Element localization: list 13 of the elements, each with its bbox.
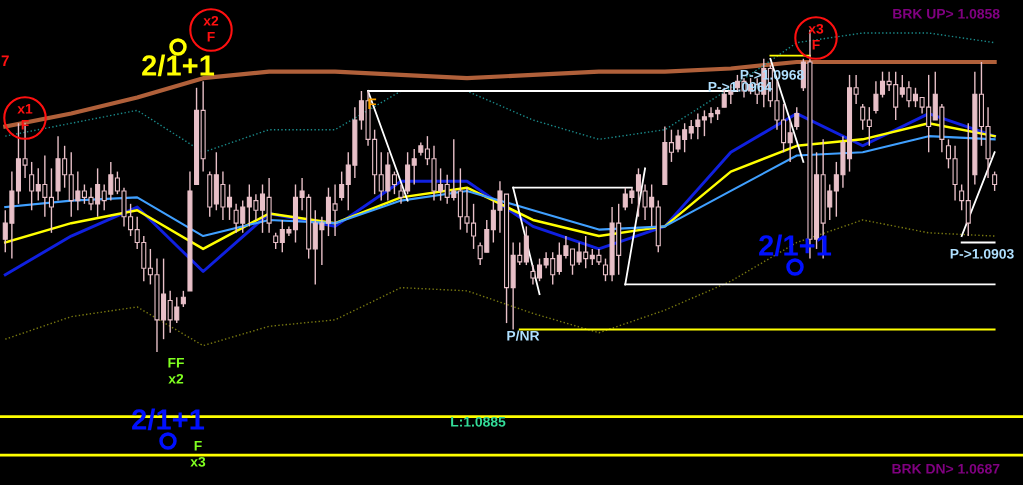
text: BRK DN> 1.0687 xyxy=(892,463,1000,474)
annotation: x1 F xyxy=(17,104,33,130)
annotation: P/NR xyxy=(507,330,540,341)
text: FF x2 xyxy=(168,358,184,384)
annotation: F xyxy=(368,98,377,109)
text: L:1.0885 xyxy=(451,416,506,427)
annotation: 7 xyxy=(1,55,9,66)
text: F x3 xyxy=(190,441,206,467)
annotation: P->1.0903 xyxy=(950,248,1014,259)
text: BRK UP> 1.0858 xyxy=(893,8,1000,19)
annotation: x3 F xyxy=(808,23,824,50)
annotation: x2 F xyxy=(203,15,219,42)
annotation: 2/1+1 xyxy=(142,54,215,77)
